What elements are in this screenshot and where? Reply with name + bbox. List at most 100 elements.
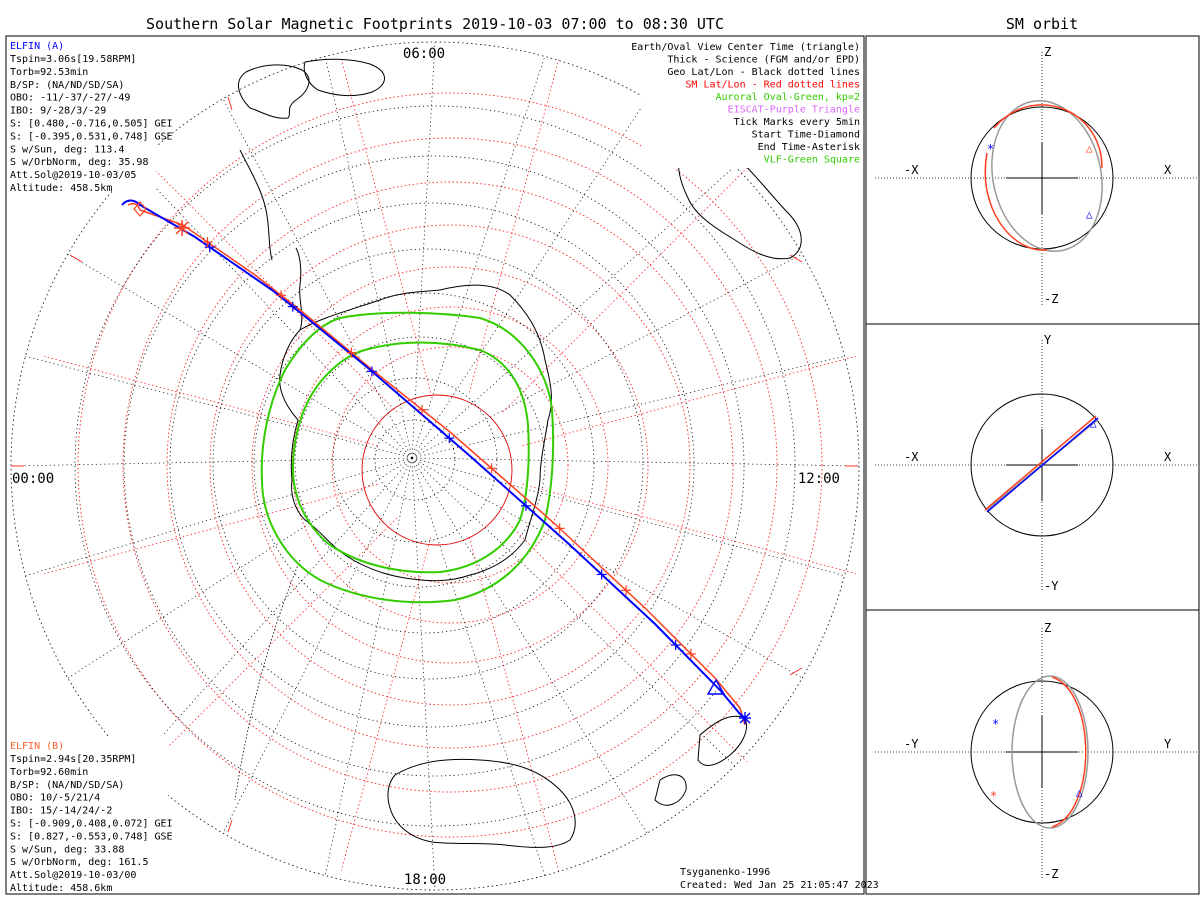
south-america-tip	[239, 149, 273, 261]
legend-item: Start Time-Diamond	[752, 130, 860, 141]
sm-latitude-grid	[77, 92, 823, 838]
elfin-b-info-line: B/SP: (NA/ND/SD/SA)	[10, 780, 124, 791]
credits-created: Created: Wed Jan 25 21:05:47 2023	[680, 880, 879, 891]
view-center-triangle	[706, 678, 726, 695]
elfin-b-start-diamond	[133, 201, 147, 217]
elfin-b-info-line: S: [-0.909,0.408,0.072] GEI	[10, 819, 173, 830]
geo-lat-circle	[253, 292, 595, 634]
tick	[227, 96, 233, 111]
sm-meridian	[502, 167, 748, 413]
horizon-circle	[10, 41, 860, 891]
legend-item: Tick Marks every 5min	[734, 117, 860, 128]
elfin-b-info-line: IBO: 15/-14/24/-2	[10, 806, 112, 817]
geo-lat-circle	[374, 419, 456, 501]
elfin-a-info-bg	[8, 38, 156, 190]
sm-lat-circle	[331, 346, 569, 584]
elfin-a-info-line: OBO: -11/-37/-27/-49	[10, 93, 130, 104]
geo-meridian	[134, 457, 413, 767]
orbit-axis-label-bottom: -Y	[1044, 579, 1059, 593]
elfin-b-end-asterisk	[174, 220, 190, 236]
geo-meridian	[222, 98, 413, 459]
orbit-panel-title: SM orbit	[1006, 15, 1078, 33]
geo-meridian	[25, 457, 413, 577]
elfin-a-info-line: Torb=92.53min	[10, 67, 88, 78]
orbit-elfin-b	[1051, 676, 1087, 828]
sm-meridian	[44, 355, 378, 446]
tick	[69, 254, 83, 263]
new-zealand-outline	[654, 715, 747, 806]
orbit-elfin-b	[984, 415, 1097, 511]
orbit-panel: * * △ Z -Z -Y Y	[875, 621, 1198, 881]
orbit-marker-asterisk: *	[990, 789, 997, 803]
sm-lat-circle	[122, 137, 778, 793]
elfin-b-info-line: S w/Sun, deg: 33.88	[10, 844, 124, 855]
elfin-a-info-line: Tspin=3.06s[19.58RPM]	[10, 54, 136, 65]
legend-item: EISCAT-Purple Triangle	[728, 105, 860, 116]
elfin-a-info-line: S: [-0.395,0.531,0.748] GSE	[10, 131, 173, 142]
geo-meridian	[67, 457, 413, 679]
orbit-axis-label-right: X	[1164, 163, 1172, 177]
orbit-axis-label-bottom: -Z	[1044, 292, 1058, 306]
legend-item: VLF-Green Square	[764, 155, 860, 166]
elfin-a-info-line: Altitude: 458.5km	[10, 183, 112, 194]
antarctica-outline	[279, 284, 552, 582]
elfin-a-name: ELFIN (A)	[10, 41, 64, 52]
elfin-b-info-line: Att.Sol@2019-10-03/00	[10, 870, 136, 881]
legend-item: Auroral Oval-Green, kp=2	[716, 92, 861, 103]
elfin-a-info-line: Att.Sol@2019-10-03/05	[10, 170, 136, 181]
sm-lat-circle	[77, 92, 823, 838]
elfin-b-tick-marks	[202, 237, 696, 659]
tick	[789, 254, 803, 263]
geo-meridian	[411, 457, 546, 876]
credits-bg	[676, 864, 862, 892]
elfin-a-info-line: B/SP: (NA/ND/SD/SA)	[10, 80, 124, 91]
elfin-b-info-line: Tspin=2.94s[20.35RPM]	[10, 754, 136, 765]
geo-meridian	[411, 165, 736, 459]
elfin-a-info-line: S: [0.480,-0.716,0.505] GEI	[10, 119, 173, 130]
geo-lat-circle	[294, 336, 546, 588]
auroral-oval-outer	[260, 311, 555, 604]
legend-item: End Time-Asterisk	[758, 142, 860, 153]
orbit-axis-label-left: -X	[904, 450, 919, 464]
elfin-a-info-line: IBO: 9/-28/3/-29	[10, 106, 106, 117]
orbit-elfin-a	[986, 417, 1099, 513]
geo-meridian	[222, 457, 413, 834]
sm-lat-circle	[251, 266, 649, 664]
mlt-label-left: 00:00	[12, 471, 54, 487]
sm-meridian	[44, 484, 378, 575]
orbit-ref	[991, 100, 1103, 252]
orbit-axis-label-top: Z	[1044, 45, 1051, 59]
elfin-b-name: ELFIN (B)	[10, 741, 64, 752]
geo-meridians	[10, 41, 860, 891]
mlt-label-bottom: 18:00	[404, 872, 446, 888]
credits-model: Tsyganenko-1996	[680, 867, 770, 878]
map-frame	[5, 35, 865, 895]
orbit-marker-triangle: △	[1086, 208, 1093, 221]
geo-lat-circle	[332, 377, 498, 543]
earth-circle	[970, 680, 1114, 824]
orbit-axis-label-right: X	[1164, 450, 1172, 464]
sm-meridian	[502, 517, 748, 763]
south-america-outline	[237, 58, 385, 119]
elfin-b-info-line: Altitude: 458.6km	[10, 883, 112, 894]
geo-lat-circle	[212, 248, 644, 680]
mlt-label-top: 06:00	[403, 46, 445, 62]
legend-item: Geo Lat/Lon - Black dotted lines	[667, 67, 860, 78]
orbit-axis-label-top: Y	[1044, 333, 1052, 347]
geo-meridian	[411, 457, 736, 767]
orbit-elfin-b	[984, 152, 1048, 251]
geo-lat-circle	[123, 155, 745, 777]
elfin-a-end-asterisk	[739, 712, 751, 724]
orbit-axis-label-left: -X	[904, 163, 919, 177]
sm-meridian	[469, 537, 560, 871]
orbit-marker-asterisk: *	[992, 717, 999, 731]
elfin-b-info: ELFIN (B) Tspin=2.94s[20.35RPM] Torb=92.6…	[8, 736, 173, 894]
orbit-marker-triangle: △	[1076, 786, 1083, 799]
legend-bg	[642, 38, 862, 168]
tick	[227, 819, 233, 833]
orbit-panel: △ Y -Y -X X	[875, 333, 1198, 593]
credits: Tsyganenko-1996 Created: Wed Jan 25 21:0…	[676, 864, 879, 892]
orbit-elfin-b	[993, 104, 1103, 169]
orbit-panel-frame	[865, 609, 1200, 895]
